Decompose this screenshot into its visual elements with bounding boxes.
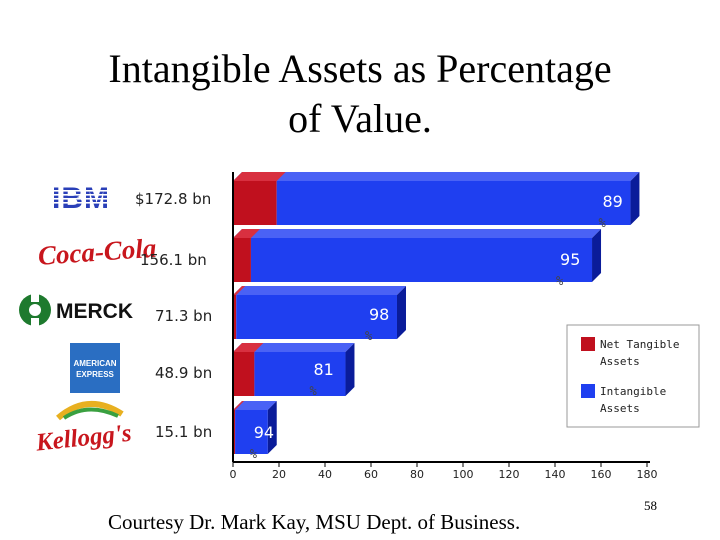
- bar-group-ibm: 89%: [233, 172, 640, 230]
- bar-net-tangible-kellogg-s: [233, 410, 236, 454]
- percent-unit-american-express: %: [309, 384, 317, 398]
- bar-net-tangible-american-express: [233, 352, 255, 396]
- bar-group-merck: 98%: [233, 286, 406, 343]
- page-number: 58: [644, 498, 657, 513]
- value-labels: $172.8 bn 156.1 bn 71.3 bn 48.9 bn 15.1 …: [135, 190, 212, 441]
- x-ticks: 0 20 40 60 80 100 120 140 160 180: [230, 462, 658, 481]
- percent-unit-coca-cola: %: [556, 274, 564, 288]
- merck-logo: MERCK: [19, 294, 133, 326]
- bar-side-coca-cola: [592, 229, 602, 282]
- bar-intangible-ibm: [276, 181, 631, 225]
- x-tick-label-120: 120: [499, 468, 520, 481]
- slide-title: Intangible Assets as Percentage of Value…: [40, 44, 680, 144]
- bar-intangible-coca-cola: [250, 238, 593, 282]
- bar-group-american-express: 81%: [233, 343, 355, 398]
- bar-top-tangible-kellogg-s: [233, 401, 245, 410]
- amex-logo-line-2: EXPRESS: [76, 370, 114, 379]
- amex-logo-box: [70, 343, 120, 393]
- title-line-2: of Value.: [288, 96, 432, 141]
- amex-logo-line-1: AMERICAN: [73, 359, 116, 368]
- bar-intangible-american-express: [254, 352, 346, 396]
- percent-label-coca-cola: 95: [560, 250, 580, 269]
- value-label-amex: 48.9 bn: [155, 364, 212, 382]
- legend-label-net-tangible-1: Net Tangible: [600, 338, 679, 351]
- legend-label-intangible-2: Assets: [600, 402, 640, 415]
- legend: Net Tangible Assets Intangible Assets: [566, 324, 700, 428]
- bar-net-tangible-coca-cola: [233, 238, 251, 282]
- legend-label-intangible-1: Intangible: [600, 385, 666, 398]
- kelloggs-sunrise-icon: [56, 400, 124, 421]
- x-tick-label-0: 0: [230, 468, 237, 481]
- bar-top-tangible-coca-cola: [233, 229, 260, 238]
- bar-intangible-merck: [236, 295, 397, 339]
- axes: [232, 172, 650, 463]
- percent-unit-kellogg-s: %: [250, 447, 258, 461]
- bar-top-tangible-ibm: [233, 172, 286, 181]
- x-tick-label-180: 180: [637, 468, 658, 481]
- bar-net-tangible-merck: [233, 295, 237, 339]
- bars: 89%95%98%81%94%: [233, 172, 640, 461]
- bar-group-kellogg-s: 94%: [233, 401, 277, 461]
- footer-credit: Courtesy Dr. Mark Kay, MSU Dept. of Busi…: [108, 510, 521, 534]
- bar-net-tangible-ibm: [233, 181, 277, 225]
- bar-top-coca-cola: [233, 229, 602, 238]
- kelloggs-logo: Kellogg's: [34, 400, 133, 457]
- percent-label-ibm: 89: [602, 192, 622, 211]
- value-label-kelloggs: 15.1 bn: [155, 423, 212, 441]
- bar-top-tangible-merck: [233, 286, 246, 295]
- bar-side-kellogg-s: [267, 401, 277, 454]
- legend-swatch-net-tangible: [581, 337, 595, 351]
- title-line-1: Intangible Assets as Percentage: [108, 46, 612, 91]
- bar-top-tangible-american-express: [233, 343, 264, 352]
- x-tick-label-20: 20: [272, 468, 286, 481]
- value-label-merck: 71.3 bn: [155, 307, 212, 325]
- value-label-coca-cola: 156.1 bn: [140, 251, 207, 269]
- bar-side-american-express: [345, 343, 355, 396]
- ibm-logo: IBM: [50, 182, 128, 215]
- bar-group-coca-cola: 95%: [233, 229, 602, 288]
- value-label-ibm: $172.8 bn: [135, 190, 211, 208]
- x-tick-label-60: 60: [364, 468, 378, 481]
- percent-unit-merck: %: [365, 329, 373, 343]
- x-tick-label-160: 160: [591, 468, 612, 481]
- bar-top-american-express: [233, 343, 355, 352]
- bar-top-ibm: [233, 172, 640, 181]
- percent-unit-ibm: %: [598, 216, 606, 230]
- x-tick-label-140: 140: [545, 468, 566, 481]
- legend-label-net-tangible-2: Assets: [600, 355, 640, 368]
- bar-side-ibm: [630, 172, 640, 225]
- percent-label-american-express: 81: [313, 360, 333, 379]
- bar-side-merck: [396, 286, 406, 339]
- legend-swatch-intangible: [581, 384, 595, 398]
- amex-logo: AMERICAN EXPRESS: [70, 343, 120, 393]
- x-tick-label-100: 100: [453, 468, 474, 481]
- kelloggs-logo-text: Kellogg's: [34, 420, 133, 457]
- merck-logo-text: MERCK: [56, 300, 133, 323]
- percent-label-merck: 98: [369, 305, 389, 324]
- x-tick-label-80: 80: [410, 468, 424, 481]
- logos: IBM Coca-Cola MERCK AMERICAN EXPRESS: [19, 182, 157, 457]
- x-tick-label-40: 40: [318, 468, 332, 481]
- percent-label-kellogg-s: 94: [254, 423, 274, 442]
- bar-top-merck: [233, 286, 406, 295]
- bar-intangible-kellogg-s: [235, 410, 268, 454]
- bar-top-kellogg-s: [233, 401, 277, 410]
